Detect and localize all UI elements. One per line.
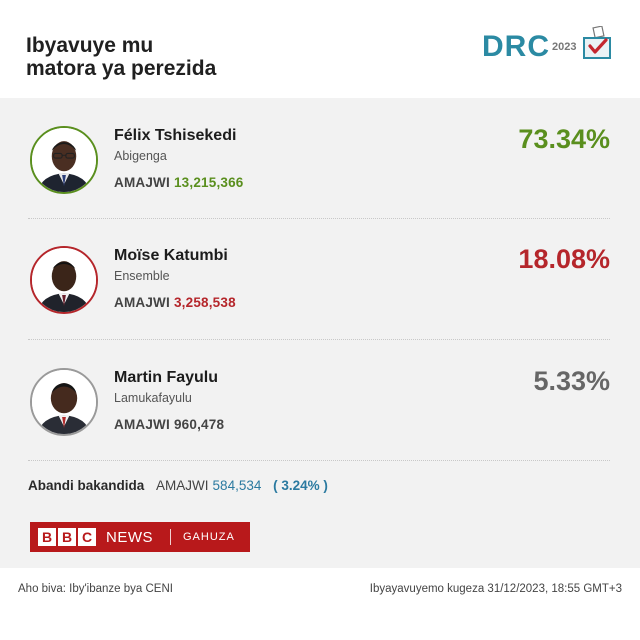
candidate-photo — [30, 246, 98, 314]
bbc-news-text: NEWS — [106, 529, 153, 546]
candidate-party: Ensemble — [114, 269, 170, 283]
updated-timestamp: Ibyayavuyemo kugeza 31/12/2023, 18:55 GM… — [369, 583, 622, 595]
candidate-percent: 5.33% — [533, 366, 610, 396]
brand-separator — [170, 529, 171, 545]
row-divider — [28, 339, 610, 340]
source-note: Aho biva: Iby'ibanze bya CENI — [18, 583, 173, 595]
candidate-name: Félix Tshisekedi — [114, 127, 237, 144]
bbc-block-b2: B — [58, 528, 76, 546]
footer — [0, 568, 640, 640]
votes-label: AMAJWI — [114, 175, 170, 190]
candidate-votes: AMAJWI 960,478 — [114, 417, 224, 432]
bbc-block-c: C — [78, 528, 96, 546]
candidate-party: Lamukafayulu — [114, 391, 192, 405]
candidate-photo — [30, 126, 98, 194]
candidate-votes: AMAJWI 3,258,538 — [114, 295, 236, 310]
bbc-blocks: B B C — [38, 528, 96, 546]
logo-year: 2023 — [552, 41, 577, 53]
votes-count: 3,258,538 — [173, 295, 236, 310]
candidate-photo — [30, 368, 98, 436]
votes-label: AMAJWI — [114, 417, 170, 432]
others-label: Abandi bakandida — [28, 478, 145, 493]
votes-count: 960,478 — [173, 417, 225, 432]
candidate-name: Moïse Katumbi — [114, 247, 228, 264]
candidate-votes: AMAJWI 13,215,366 — [114, 175, 244, 190]
drc-2023-logo: DRC 2023 — [482, 22, 617, 68]
bbc-block-b1: B — [38, 528, 56, 546]
results-panel — [0, 98, 640, 568]
other-candidates: Abandi bakandida AMAJWI 584,534 ( 3.24% ) — [28, 478, 328, 493]
candidate-row: Martin Fayulu Lamukafayulu AMAJWI 960,478… — [28, 360, 620, 460]
others-votes: 584,534 — [212, 478, 262, 493]
others-percent: ( 3.24% ) — [273, 478, 328, 493]
others-votes-label: AMAJWI — [156, 478, 209, 493]
candidate-row: Félix Tshisekedi Abigenga AMAJWI 13,215,3… — [28, 118, 620, 218]
bbc-service-name: GAHUZA — [183, 531, 235, 543]
page-title: Ibyavuye mu matora ya perezida — [26, 34, 326, 80]
candidate-name: Martin Fayulu — [114, 369, 219, 386]
candidate-percent: 18.08% — [518, 244, 610, 274]
votes-label: AMAJWI — [114, 295, 170, 310]
title-line-2: matora ya perezida — [26, 57, 217, 80]
ballot-box-icon — [583, 26, 611, 59]
votes-count: 13,215,366 — [173, 175, 244, 190]
candidate-percent: 73.34% — [518, 124, 610, 154]
header: Ibyavuye mu matora ya perezida DRC 2023 — [0, 0, 640, 98]
title-line-1: Ibyavuye mu — [26, 34, 154, 57]
candidate-party: Abigenga — [114, 149, 167, 163]
row-divider — [28, 218, 610, 219]
candidate-row: Moïse Katumbi Ensemble AMAJWI 3,258,538 1… — [28, 238, 620, 338]
bbc-news-gahuza-logo: B B C NEWS GAHUZA — [30, 522, 250, 552]
logo-text: DRC — [482, 30, 550, 63]
row-divider — [28, 460, 610, 461]
